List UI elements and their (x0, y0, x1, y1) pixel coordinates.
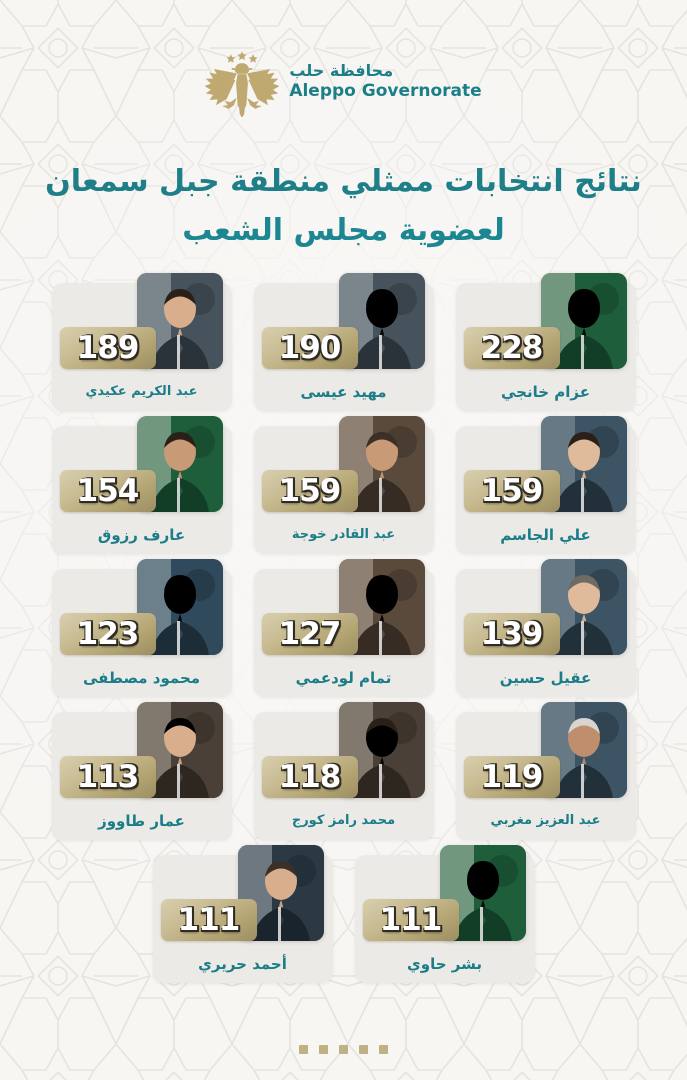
candidate-row: 111 أحمد حريري 111 بشر حاوي (44, 845, 644, 984)
vote-count-badge: 159 (463, 470, 560, 513)
candidate-name-bar: تمام لودعمي (254, 659, 434, 697)
vote-count-value: 154 (76, 473, 140, 510)
vote-count-badge: 139 (463, 613, 560, 656)
candidate-name: عقيل حسين (499, 668, 592, 687)
vote-count-value: 118 (278, 759, 342, 796)
candidate-card[interactable]: 111 بشر حاوي (354, 845, 535, 984)
vote-count-value: 111 (177, 902, 241, 939)
vote-count-value: 228 (480, 330, 544, 367)
candidate-card[interactable]: 159 عبد القادر خوجة (253, 416, 434, 555)
candidate-name-bar: عارف رزوق (52, 516, 232, 554)
vote-count-badge: 111 (160, 899, 257, 942)
candidate-row: 113 عمار طاووز 118 محمد رامز كورج (44, 702, 644, 841)
footer-decoration-dots (0, 1045, 687, 1054)
candidate-card[interactable]: 111 أحمد حريري (152, 845, 333, 984)
vote-count-badge: 190 (261, 327, 358, 370)
candidate-name: تمام لودعمي (295, 668, 392, 687)
candidate-row: 154 عارف رزوق 159 عبد القادر خوجة (44, 416, 644, 555)
vote-count-badge: 113 (59, 756, 156, 799)
candidate-name-bar: عمار طاووز (52, 802, 232, 840)
vote-count-value: 139 (480, 616, 544, 653)
vote-count-value: 123 (76, 616, 140, 653)
candidate-name-bar: علي الجاسم (456, 516, 636, 554)
candidate-name-bar: عبد القادر خوجة (254, 516, 434, 554)
footer-dot (299, 1045, 308, 1054)
governorate-brand-header: محافظة حلب Aleppo Governorate (204, 46, 482, 118)
candidate-card[interactable]: 190 مهيد عيسى (253, 273, 434, 412)
vote-count-value: 159 (480, 473, 544, 510)
title-line-1: نتائج انتخابات ممثلي منطقة جبل سمعان (45, 164, 642, 199)
candidate-name-bar: عبد الكريم عكيدي (52, 373, 232, 411)
candidate-card[interactable]: 228 عزام خانجي (455, 273, 636, 412)
candidate-card[interactable]: 127 تمام لودعمي (253, 559, 434, 698)
candidate-card[interactable]: 119 عبد العزيز مغربي (455, 702, 636, 841)
title-line-2: لعضوية مجلس الشعب (182, 212, 505, 248)
candidate-name: عزام خانجي (501, 382, 590, 401)
page-title: نتائج انتخابات ممثلي منطقة جبل سمعان لعض… (34, 158, 654, 255)
vote-count-value: 111 (379, 902, 443, 939)
candidate-row: 123 محمود مصطفى 127 تمام لودعمي (44, 559, 644, 698)
brand-name-english: Aleppo Governorate (289, 81, 482, 102)
candidate-card[interactable]: 154 عارف رزوق (51, 416, 232, 555)
candidate-name: عارف رزوق (97, 525, 186, 544)
vote-count-value: 190 (278, 330, 342, 367)
vote-count-badge: 111 (362, 899, 459, 942)
eagle-emblem-icon (204, 49, 281, 118)
footer-dot (319, 1045, 328, 1054)
vote-count-value: 119 (480, 759, 544, 796)
vote-count-value: 113 (76, 759, 140, 796)
vote-count-badge: 127 (261, 613, 358, 656)
candidate-name: بشر حاوي (407, 954, 482, 973)
candidate-card[interactable]: 118 محمد رامز كورج (253, 702, 434, 841)
candidate-name-bar: محمود مصطفى (52, 659, 232, 697)
candidate-name-bar: أحمد حريري (153, 945, 333, 983)
candidate-card[interactable]: 139 عقيل حسين (455, 559, 636, 698)
candidate-card[interactable]: 113 عمار طاووز (51, 702, 232, 841)
candidate-name: مهيد عيسى (300, 382, 387, 401)
vote-count-value: 189 (76, 330, 140, 367)
candidate-name: أحمد حريري (198, 954, 287, 973)
candidate-name-bar: عزام خانجي (456, 373, 636, 411)
footer-dot (359, 1045, 368, 1054)
vote-count-badge: 159 (261, 470, 358, 513)
candidate-card[interactable]: 189 عبد الكريم عكيدي (51, 273, 232, 412)
candidate-name: محمد رامز كورج (291, 813, 396, 829)
brand-text-block: محافظة حلب Aleppo Governorate (289, 61, 482, 102)
candidate-name-bar: عقيل حسين (456, 659, 636, 697)
candidate-name: محمود مصطفى (82, 668, 201, 687)
candidate-row: 189 عبد الكريم عكيدي 190 مهيد عيسى (44, 273, 644, 412)
candidate-name: عبد العزيز مغربي (490, 813, 601, 829)
vote-count-badge: 118 (261, 756, 358, 799)
vote-count-value: 159 (278, 473, 342, 510)
candidate-results-grid: 189 عبد الكريم عكيدي 190 مهيد عيسى (44, 273, 644, 984)
candidate-card[interactable]: 159 علي الجاسم (455, 416, 636, 555)
candidate-name: عبد القادر خوجة (291, 527, 396, 543)
candidate-name: عمار طاووز (98, 811, 185, 830)
candidate-name-bar: بشر حاوي (355, 945, 535, 983)
candidate-card[interactable]: 123 محمود مصطفى (51, 559, 232, 698)
vote-count-badge: 123 (59, 613, 156, 656)
candidate-name-bar: عبد العزيز مغربي (456, 802, 636, 840)
footer-dot (379, 1045, 388, 1054)
candidate-name-bar: مهيد عيسى (254, 373, 434, 411)
brand-name-arabic: محافظة حلب (289, 61, 394, 81)
candidate-name-bar: محمد رامز كورج (254, 802, 434, 840)
vote-count-value: 127 (278, 616, 342, 653)
vote-count-badge: 189 (59, 327, 156, 370)
footer-dot (339, 1045, 348, 1054)
vote-count-badge: 228 (463, 327, 560, 370)
candidate-name: علي الجاسم (500, 525, 591, 544)
candidate-name: عبد الكريم عكيدي (85, 384, 198, 400)
vote-count-badge: 119 (463, 756, 560, 799)
vote-count-badge: 154 (59, 470, 156, 513)
